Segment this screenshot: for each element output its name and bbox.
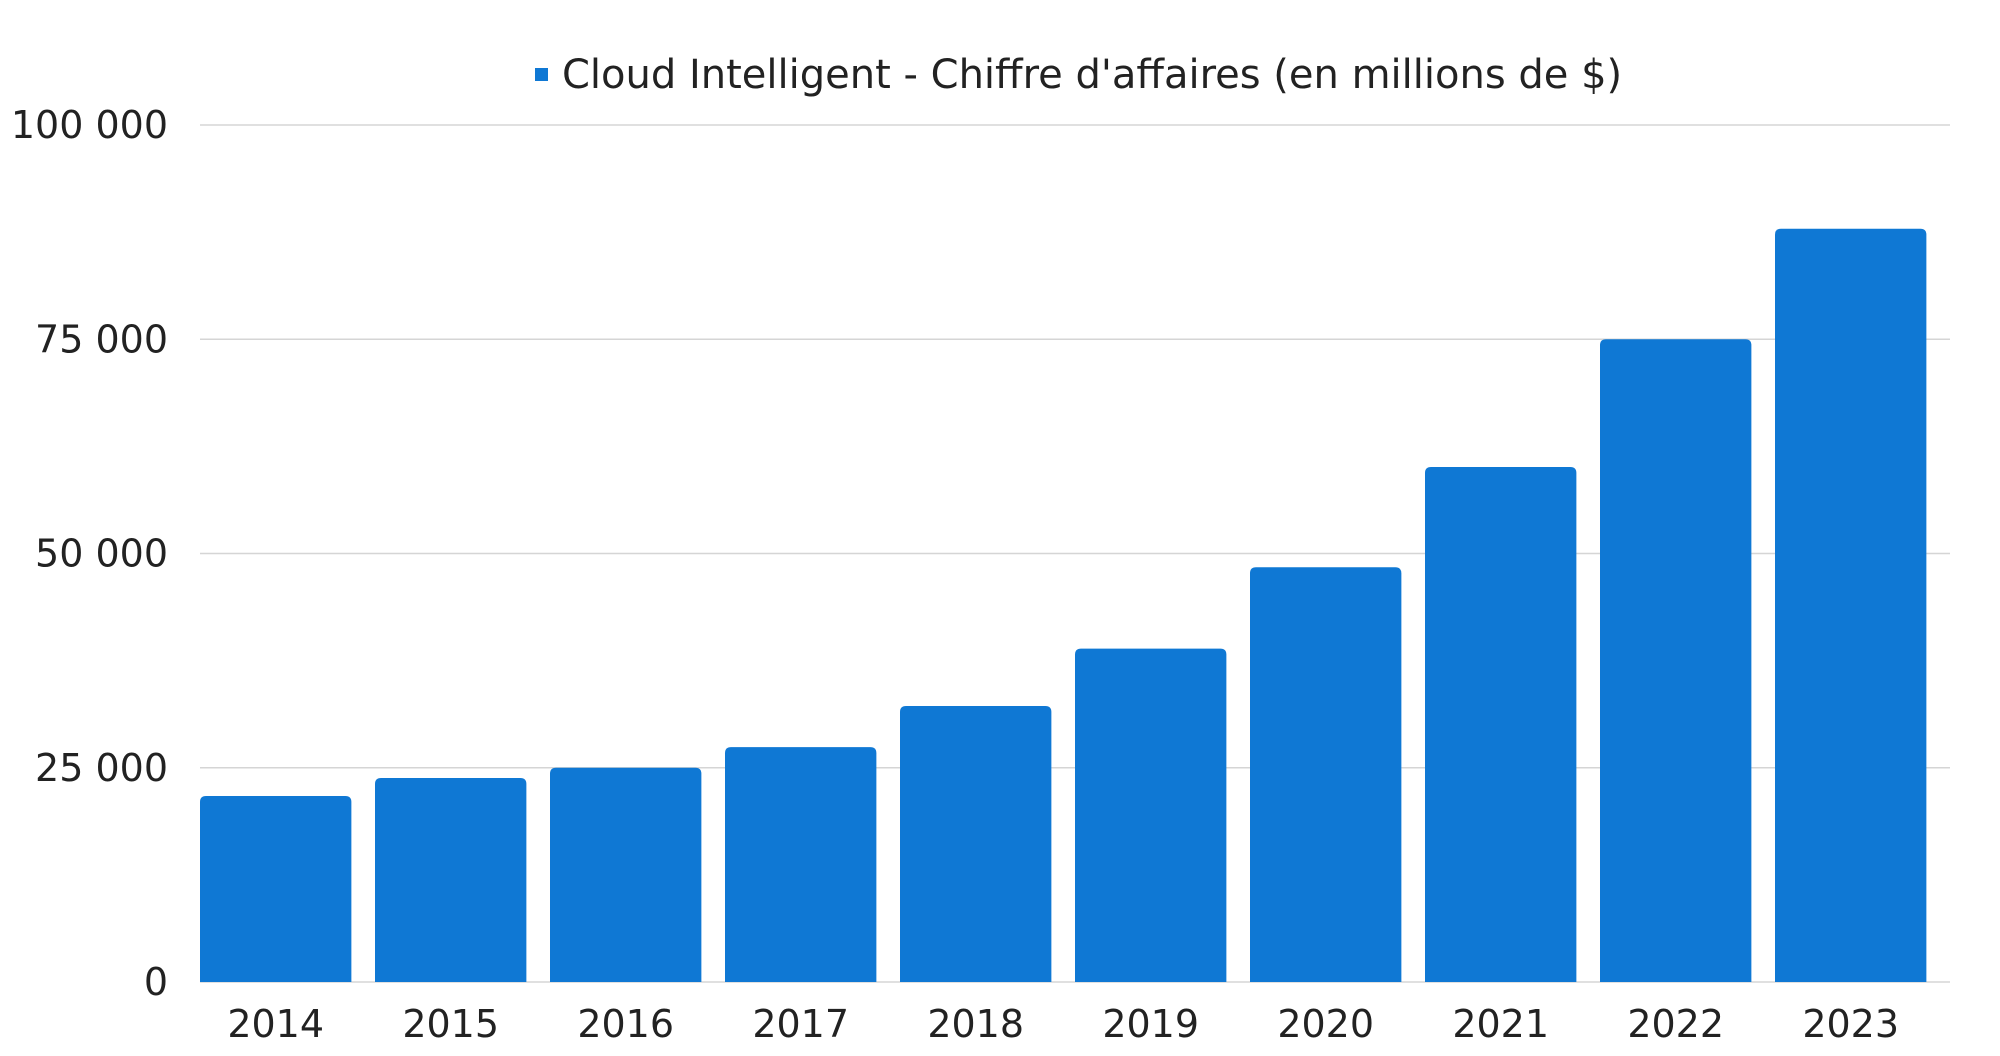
bar-2023 bbox=[1775, 228, 1927, 982]
x-tick-label: 2014 bbox=[227, 1002, 324, 1046]
bar-2022 bbox=[1600, 339, 1752, 982]
y-tick-label: 0 bbox=[144, 960, 168, 1004]
bar-2014 bbox=[200, 796, 352, 982]
legend: Cloud Intelligent - Chiffre d'affaires (… bbox=[535, 52, 1622, 98]
bar-2019 bbox=[1075, 648, 1227, 982]
x-axis-tick-labels: 2014 2015 2016 2017 2018 2019 2020 2021 2022 2023 bbox=[227, 1002, 1899, 1046]
bars bbox=[200, 228, 1927, 982]
y-tick-label: 75 000 bbox=[35, 317, 168, 361]
x-tick-label: 2019 bbox=[1102, 1002, 1199, 1046]
bar-2017 bbox=[725, 747, 877, 982]
bar-2020 bbox=[1250, 567, 1402, 982]
x-tick-label: 2016 bbox=[577, 1002, 674, 1046]
x-tick-label: 2017 bbox=[752, 1002, 849, 1046]
y-tick-label: 100 000 bbox=[11, 103, 168, 147]
y-tick-label: 50 000 bbox=[35, 532, 168, 576]
x-tick-label: 2022 bbox=[1627, 1002, 1724, 1046]
bar-2016 bbox=[550, 767, 702, 982]
bar-2015 bbox=[375, 778, 527, 982]
bar-2021 bbox=[1425, 466, 1577, 982]
y-tick-label: 25 000 bbox=[35, 746, 168, 790]
x-tick-label: 2023 bbox=[1802, 1002, 1899, 1046]
x-tick-label: 2018 bbox=[927, 1002, 1024, 1046]
x-tick-label: 2020 bbox=[1277, 1002, 1374, 1046]
x-tick-label: 2015 bbox=[402, 1002, 499, 1046]
bar-2018 bbox=[900, 706, 1052, 982]
x-tick-label: 2021 bbox=[1452, 1002, 1549, 1046]
legend-label: Cloud Intelligent - Chiffre d'affaires (… bbox=[562, 52, 1622, 98]
legend-swatch bbox=[535, 68, 548, 81]
y-axis-tick-labels: 0 25 000 50 000 75 000 100 000 bbox=[11, 103, 168, 1004]
